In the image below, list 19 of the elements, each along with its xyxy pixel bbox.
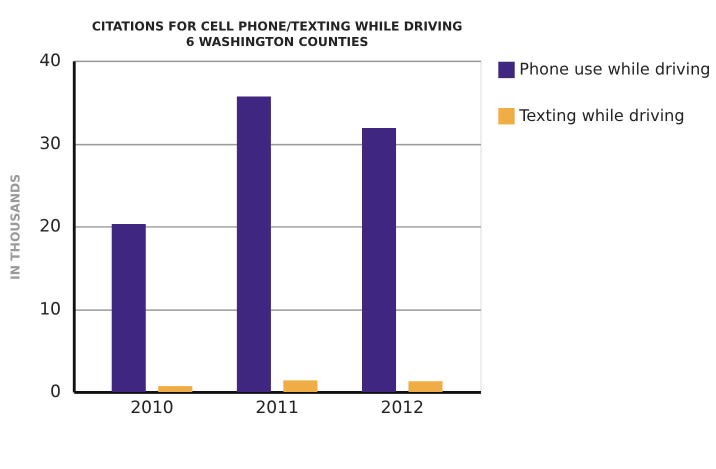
legend-label: Texting while driving: [518, 106, 685, 125]
y-tick-label: 40: [39, 51, 62, 72]
y-tick-label: 30: [39, 134, 62, 154]
y-tick-label: 10: [39, 299, 62, 320]
chart-title: CITATIONS FOR CELL PHONE/TEXTING WHILE DRIVING: [92, 20, 462, 34]
bar: [236, 96, 271, 392]
x-tick-label: 2010: [130, 398, 174, 418]
bar: [158, 386, 192, 392]
bar: [112, 224, 146, 392]
y-tick-label: 0: [50, 382, 62, 402]
y-tick-label: 20: [39, 216, 62, 237]
x-tick-label: 2011: [255, 398, 299, 418]
x-tick-label: 2012: [380, 398, 424, 418]
bar: [362, 128, 396, 392]
y-axis-title: IN THOUSANDS: [8, 174, 22, 280]
bar: [408, 381, 443, 392]
legend-label: Phone use while driving: [519, 60, 711, 79]
chart-subtitle: 6 WASHINGTON COUNTIES: [186, 34, 368, 49]
bar: [283, 380, 318, 392]
